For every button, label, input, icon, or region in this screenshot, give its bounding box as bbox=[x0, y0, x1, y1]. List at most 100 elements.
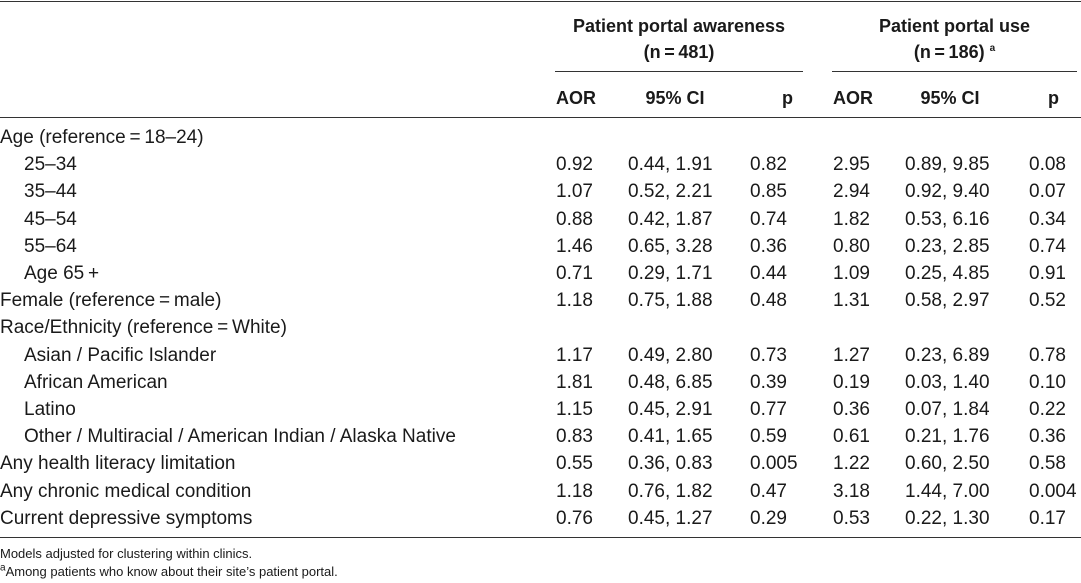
cell-ci-awareness: 0.75, 1.88 bbox=[628, 290, 713, 311]
col-ci-2: 95% CI bbox=[920, 88, 980, 108]
cell-aor-awareness: 0.92 bbox=[556, 154, 593, 175]
cell-ci-use: 0.53, 6.16 bbox=[905, 209, 990, 230]
cell-ci-awareness: 0.42, 1.87 bbox=[628, 209, 713, 230]
row-label: Other / Multiracial / American Indian / … bbox=[24, 426, 456, 447]
cell-ci-awareness: 0.45, 2.91 bbox=[628, 399, 713, 420]
footnote-models: Models adjusted for clustering within cl… bbox=[0, 546, 253, 561]
cell-p-awareness: 0.44 bbox=[750, 263, 787, 284]
group1-rule bbox=[555, 71, 803, 72]
cell-aor-use: 1.09 bbox=[833, 263, 870, 284]
cell-p-use: 0.34 bbox=[1029, 209, 1066, 230]
footnote-a: aAmong patients who know about their sit… bbox=[0, 563, 338, 580]
cell-aor-awareness: 1.18 bbox=[556, 290, 593, 311]
cell-aor-use: 2.95 bbox=[833, 154, 870, 175]
group2-title-line1: Patient portal use bbox=[878, 16, 1031, 36]
cell-p-use: 0.17 bbox=[1029, 508, 1066, 529]
cell-aor-use: 1.22 bbox=[833, 453, 870, 474]
cell-p-use: 0.07 bbox=[1029, 181, 1066, 202]
group1-title-line1: Patient portal awareness bbox=[572, 16, 786, 36]
cell-ci-use: 0.23, 6.89 bbox=[905, 345, 990, 366]
cell-p-awareness: 0.36 bbox=[750, 236, 787, 257]
col-p-2: p bbox=[1048, 88, 1059, 108]
cell-ci-use: 0.07, 1.84 bbox=[905, 399, 990, 420]
cell-p-awareness: 0.73 bbox=[750, 345, 787, 366]
cell-ci-use: 0.25, 4.85 bbox=[905, 263, 990, 284]
cell-p-awareness: 0.005 bbox=[750, 453, 798, 474]
cell-p-use: 0.10 bbox=[1029, 372, 1066, 393]
cell-p-use: 0.22 bbox=[1029, 399, 1066, 420]
cell-aor-use: 0.36 bbox=[833, 399, 870, 420]
col-aor-2: AOR bbox=[833, 88, 873, 108]
header-bottom-rule bbox=[0, 117, 1081, 118]
cell-aor-use: 0.19 bbox=[833, 372, 870, 393]
row-label: Current depressive symptoms bbox=[0, 508, 253, 529]
cell-aor-awareness: 1.07 bbox=[556, 181, 593, 202]
cell-aor-awareness: 1.46 bbox=[556, 236, 593, 257]
row-label: Age (reference = 18–24) bbox=[0, 127, 204, 148]
cell-ci-awareness: 0.76, 1.82 bbox=[628, 481, 713, 502]
cell-p-use: 0.74 bbox=[1029, 236, 1066, 257]
col-aor-1: AOR bbox=[556, 88, 596, 108]
cell-ci-awareness: 0.65, 3.28 bbox=[628, 236, 713, 257]
row-label: Any health literacy limitation bbox=[0, 453, 236, 474]
cell-ci-use: 0.22, 1.30 bbox=[905, 508, 990, 529]
cell-p-awareness: 0.77 bbox=[750, 399, 787, 420]
cell-aor-awareness: 1.81 bbox=[556, 372, 593, 393]
cell-ci-use: 1.44, 7.00 bbox=[905, 481, 990, 502]
col-p-1: p bbox=[782, 88, 793, 108]
cell-p-awareness: 0.82 bbox=[750, 154, 787, 175]
cell-p-use: 0.004 bbox=[1029, 481, 1077, 502]
cell-aor-use: 1.27 bbox=[833, 345, 870, 366]
cell-aor-awareness: 0.71 bbox=[556, 263, 593, 284]
row-label: Age 65 + bbox=[24, 263, 100, 284]
group2-footnote-marker: a bbox=[989, 43, 996, 54]
cell-aor-awareness: 0.76 bbox=[556, 508, 593, 529]
cell-ci-use: 0.03, 1.40 bbox=[905, 372, 990, 393]
row-label: 45–54 bbox=[24, 209, 77, 230]
group2-title: Patient portal use (n = 186) a bbox=[832, 13, 1077, 65]
cell-p-awareness: 0.59 bbox=[750, 426, 787, 447]
cell-p-awareness: 0.39 bbox=[750, 372, 787, 393]
group1-title: Patient portal awareness (n = 481) bbox=[555, 13, 803, 65]
cell-p-use: 0.08 bbox=[1029, 154, 1066, 175]
cell-p-awareness: 0.85 bbox=[750, 181, 787, 202]
row-label: 35–44 bbox=[24, 181, 77, 202]
row-label: African American bbox=[24, 372, 168, 393]
cell-p-awareness: 0.48 bbox=[750, 290, 787, 311]
cell-ci-use: 0.58, 2.97 bbox=[905, 290, 990, 311]
group1-title-line2: (n = 481) bbox=[643, 42, 715, 62]
cell-ci-awareness: 0.49, 2.80 bbox=[628, 345, 713, 366]
cell-p-use: 0.91 bbox=[1029, 263, 1066, 284]
cell-ci-awareness: 0.48, 6.85 bbox=[628, 372, 713, 393]
cell-aor-use: 0.61 bbox=[833, 426, 870, 447]
top-rule bbox=[0, 1, 1081, 2]
cell-ci-awareness: 0.44, 1.91 bbox=[628, 154, 713, 175]
cell-aor-use: 3.18 bbox=[833, 481, 870, 502]
cell-aor-awareness: 1.17 bbox=[556, 345, 593, 366]
cell-p-use: 0.58 bbox=[1029, 453, 1066, 474]
cell-aor-use: 0.53 bbox=[833, 508, 870, 529]
cell-aor-use: 1.82 bbox=[833, 209, 870, 230]
col-ci-1: 95% CI bbox=[645, 88, 705, 108]
row-label: Race/Ethnicity (reference = White) bbox=[0, 317, 287, 338]
group2-rule bbox=[832, 71, 1077, 72]
cell-p-use: 0.36 bbox=[1029, 426, 1066, 447]
row-label: Asian / Pacific Islander bbox=[24, 345, 217, 366]
cell-p-awareness: 0.29 bbox=[750, 508, 787, 529]
cell-ci-awareness: 0.41, 1.65 bbox=[628, 426, 713, 447]
cell-ci-use: 0.23, 2.85 bbox=[905, 236, 990, 257]
footnote-a-text: Among patients who know about their site… bbox=[5, 564, 338, 579]
cell-p-awareness: 0.47 bbox=[750, 481, 787, 502]
cell-ci-use: 0.21, 1.76 bbox=[905, 426, 990, 447]
row-label: 55–64 bbox=[24, 236, 77, 257]
cell-aor-use: 2.94 bbox=[833, 181, 870, 202]
cell-aor-awareness: 0.55 bbox=[556, 453, 593, 474]
cell-ci-use: 0.60, 2.50 bbox=[905, 453, 990, 474]
row-label: Any chronic medical condition bbox=[0, 481, 252, 502]
cell-ci-awareness: 0.36, 0.83 bbox=[628, 453, 713, 474]
cell-aor-awareness: 1.18 bbox=[556, 481, 593, 502]
cell-aor-awareness: 1.15 bbox=[556, 399, 593, 420]
cell-ci-awareness: 0.45, 1.27 bbox=[628, 508, 713, 529]
row-label: 25–34 bbox=[24, 154, 77, 175]
cell-aor-awareness: 0.88 bbox=[556, 209, 593, 230]
